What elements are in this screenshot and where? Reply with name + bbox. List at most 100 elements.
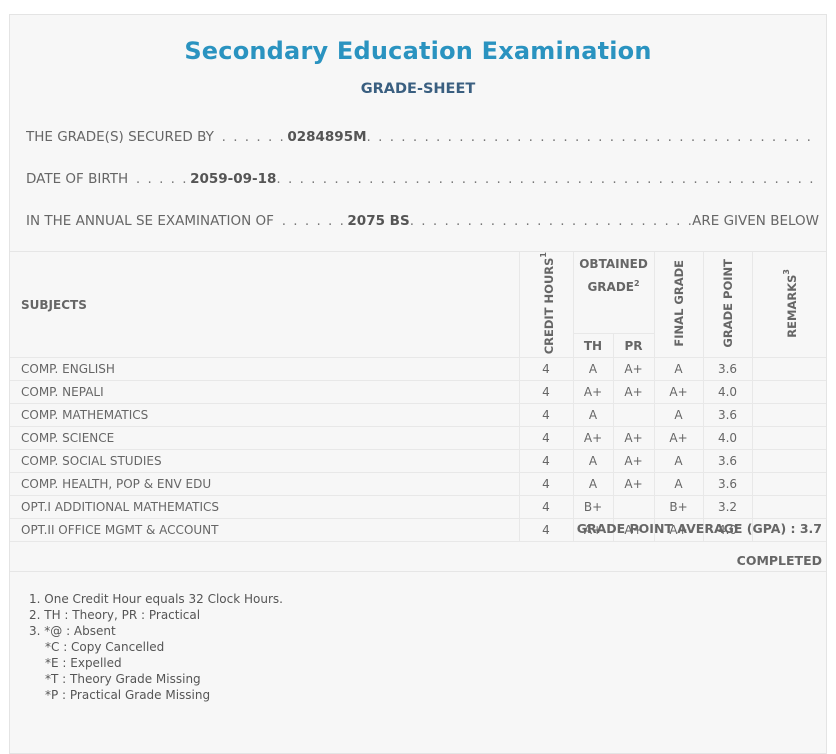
footnote-subitem: *C : Copy Cancelled (45, 640, 165, 654)
leader-dots: . . . . . . (275, 213, 346, 229)
grade-point-cell: 4.0 (702, 426, 753, 451)
subject-cell: OPT.I ADDITIONAL MATHEMATICS (10, 495, 519, 520)
exam-title: Secondary Education Examination (184, 37, 652, 65)
credit-hours-cell: 4 (518, 380, 573, 405)
theory-grade-cell: A+ (572, 380, 613, 405)
credit-hours-cell: 4 (518, 357, 573, 382)
footnote-item: 3. *@ : Absent (29, 624, 116, 638)
footnote-item: 1. One Credit Hour equals 32 Clock Hours… (29, 592, 283, 606)
secured-by-line: THE GRADE(S) SECURED BY . . . . . . 0284… (26, 129, 819, 145)
credit-hours-cell: 4 (518, 518, 573, 543)
practical-grade-cell: A+ (612, 518, 655, 543)
theory-grade-cell: A+ (572, 426, 613, 451)
remarks-cell (751, 472, 827, 497)
credit-hours-cell: 4 (518, 449, 573, 474)
grade-point-cell: 3.2 (702, 495, 753, 520)
obtained-grade-header: OBTAINED GRADE2 (572, 252, 655, 335)
table-row: COMP. NEPALI 4 A+ A+ A+ 4.0 (10, 380, 827, 405)
symbol-number-value: 0284895M (287, 129, 367, 145)
leader-dots (367, 129, 819, 145)
credit-hours-cell: 4 (518, 472, 573, 497)
final-grade-header: FINAL GRADE (653, 252, 704, 359)
credit-hours-cell: 4 (518, 495, 573, 520)
exam-year-value: 2075 BS (347, 213, 410, 229)
table-row: OPT.II OFFICE MGMT & ACCOUNT 4 A+ A+ A+ 4.0 (10, 518, 827, 543)
grade-point-cell: 4.0 (702, 380, 753, 405)
table-row: COMP. MATHEMATICS 4 A A 3.6 (10, 403, 827, 428)
final-grade-cell: A+ (653, 518, 704, 543)
practical-header: PR (612, 333, 655, 359)
subject-cell: OPT.II OFFICE MGMT & ACCOUNT (10, 518, 519, 543)
grade-point-cell: 3.6 (702, 357, 753, 382)
gpa-summary: GRADE POINT AVERAGE (GPA) : 3.7 (576, 521, 822, 536)
remarks-cell (751, 426, 827, 451)
theory-grade-cell: A (572, 403, 613, 428)
exam-label: IN THE ANNUAL SE EXAMINATION OF (26, 213, 274, 229)
practical-grade-cell: A+ (612, 426, 655, 451)
dob-label: DATE OF BIRTH (26, 171, 129, 187)
footnote-subitem: *T : Theory Grade Missing (45, 672, 201, 686)
leader-dots: . . . . . (130, 171, 189, 187)
exam-line: IN THE ANNUAL SE EXAMINATION OF . . . . … (26, 213, 819, 229)
subjects-header: SUBJECTS (10, 252, 519, 359)
grade-point-cell: 3.6 (702, 472, 753, 497)
remarks-header: REMARKS3 (751, 252, 827, 359)
practical-grade-cell (612, 495, 655, 520)
grades-table: SUBJECTS CREDIT HOURS1 OBTAINED GRADE2 F… (10, 252, 827, 543)
final-grade-cell: A (653, 357, 704, 382)
remarks-cell (751, 357, 827, 382)
practical-grade-cell: A+ (612, 449, 655, 474)
grades-table-body: COMP. ENGLISH 4 A A+ A 3.6 COMP. NEPALI 4 A+ A+ A+… (10, 357, 827, 543)
completion-status: COMPLETED (736, 553, 822, 568)
secured-by-label: THE GRADE(S) SECURED BY (26, 129, 214, 145)
theory-grade-cell: A+ (572, 518, 613, 543)
final-grade-cell: A (653, 403, 704, 428)
footnotes: 1. One Credit Hour equals 32 Clock Hours… (29, 591, 283, 703)
practical-grade-cell: A+ (612, 380, 655, 405)
practical-grade-cell: A+ (612, 357, 655, 382)
theory-grade-cell: A (572, 449, 613, 474)
theory-grade-cell: A (572, 472, 613, 497)
theory-grade-cell: A (572, 357, 613, 382)
grade-point-cell: 3.6 (702, 403, 753, 428)
practical-grade-cell (612, 403, 655, 428)
footnote-subitem: *E : Expelled (45, 656, 122, 670)
subject-cell: COMP. MATHEMATICS (10, 403, 519, 428)
table-row: COMP. ENGLISH 4 A A+ A 3.6 (10, 357, 827, 382)
dob-value: 2059-09-18 (190, 171, 277, 187)
grade-point-header: GRADE POINT (702, 252, 753, 359)
dob-line: DATE OF BIRTH . . . . . 2059-09-18 (26, 171, 819, 187)
leader-dots (410, 213, 692, 229)
final-grade-cell: A+ (653, 380, 704, 405)
theory-grade-cell: B+ (572, 495, 613, 520)
grade-sheet-subtitle: GRADE-SHEET (360, 81, 476, 97)
final-grade-cell: B+ (653, 495, 704, 520)
table-row: COMP. HEALTH, POP & ENV EDU 4 A A+ A 3.6 (10, 472, 827, 497)
subject-cell: COMP. HEALTH, POP & ENV EDU (10, 472, 519, 497)
credit-hours-cell: 4 (518, 426, 573, 451)
subject-cell: COMP. SOCIAL STUDIES (10, 449, 519, 474)
final-grade-cell: A (653, 472, 704, 497)
leader-dots (276, 171, 819, 187)
table-row: OPT.I ADDITIONAL MATHEMATICS 4 B+ B+ 3.2 (10, 495, 827, 520)
leader-dots: . . . . . . (215, 129, 286, 145)
subject-cell: COMP. SCIENCE (10, 426, 519, 451)
grade-sheet: Secondary Education Examination GRADE-SH… (9, 14, 827, 754)
remarks-cell (751, 449, 827, 474)
final-grade-cell: A (653, 449, 704, 474)
grade-point-cell: 4.0 (702, 518, 753, 543)
practical-grade-cell: A+ (612, 472, 655, 497)
footnote-subitem: *P : Practical Grade Missing (45, 688, 211, 702)
final-grade-cell: A+ (653, 426, 704, 451)
remarks-cell (751, 380, 827, 405)
grades-table-wrapper: SUBJECTS CREDIT HOURS1 OBTAINED GRADE2 F… (10, 251, 827, 543)
subject-cell: COMP. ENGLISH (10, 357, 519, 382)
theory-header: TH (572, 333, 613, 359)
table-row: COMP. SOCIAL STUDIES 4 A A+ A 3.6 (10, 449, 827, 474)
notes-divider (10, 571, 826, 572)
remarks-cell (751, 518, 827, 543)
remarks-cell (751, 495, 827, 520)
exam-tail-text: ARE GIVEN BELOW (692, 213, 819, 229)
credit-hours-cell: 4 (518, 403, 573, 428)
subject-cell: COMP. NEPALI (10, 380, 519, 405)
